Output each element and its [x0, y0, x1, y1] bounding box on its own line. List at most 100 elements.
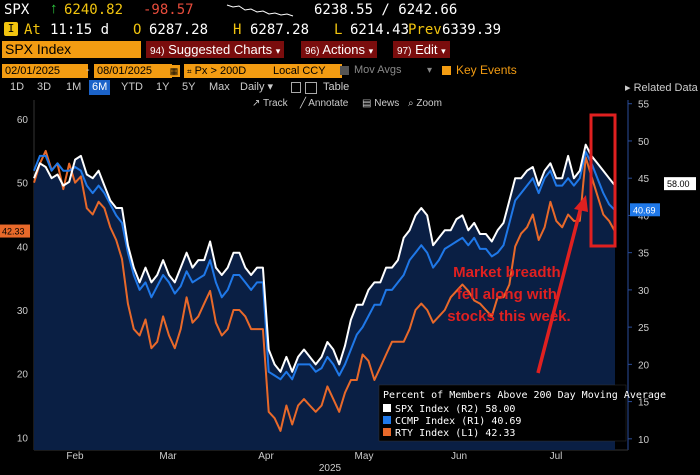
edit-menu[interactable]: 97) Edit ▾	[393, 41, 450, 58]
right-tick-label: 30	[638, 286, 650, 297]
open-value: 6287.28	[149, 22, 209, 38]
highlight-box	[589, 113, 617, 248]
current-label-spx-bg	[664, 177, 696, 191]
bid-ask: 6238.55 / 6242.66	[314, 2, 458, 18]
related-data-link[interactable]: ▸ Related Data	[625, 82, 698, 94]
mov-avgs-checkbox[interactable]	[340, 66, 349, 75]
security-input[interactable]: SPX Index	[2, 41, 141, 58]
chart-area: ↗ Track ╱ Annotate ▤ News ⌕ Zoom 10 20 30 4…	[0, 96, 696, 474]
right-tick-label: 55	[638, 100, 650, 111]
annotation-arrow	[536, 202, 584, 374]
right-tick-label: 10	[638, 435, 650, 446]
legend-swatch-ccmp	[383, 416, 391, 424]
right-tick-label: 45	[638, 174, 650, 185]
legend-item-spx: SPX Index (R2) 58.00	[395, 404, 515, 415]
table-button[interactable]: Table	[323, 81, 350, 93]
legend-item-rty: RTY Index (L1) 42.33	[395, 428, 515, 439]
right-tick-label: 35	[638, 249, 650, 260]
left-tick-label: 20	[17, 370, 29, 381]
tool-annotate[interactable]: ╱ Annotate	[299, 96, 349, 109]
range-1m[interactable]: 1M	[66, 81, 82, 93]
right-tick-label: 50	[638, 137, 650, 148]
tool-zoom[interactable]: ⌕ Zoom	[408, 98, 442, 109]
price-change: -98.57	[143, 2, 194, 18]
date-separator: -	[86, 64, 90, 76]
current-label-ccmp-bg	[630, 203, 660, 217]
key-events-checkbox[interactable]	[442, 66, 451, 75]
current-label-rty-bg	[0, 224, 30, 238]
plot-layer: 10 20 30 40 50 60 10 15 20 25 30 35 40 45 50 55 Feb Mar Ap…	[0, 100, 696, 462]
currency-selector[interactable]: Local CCY	[270, 64, 342, 78]
x-tick-label: May	[355, 451, 374, 462]
legend-swatch-spx	[383, 404, 391, 412]
chart-tools: ↗ Track ╱ Annotate ▤ News ⌕ Zoom	[252, 96, 442, 109]
tool-track[interactable]: ↗ Track	[252, 98, 289, 109]
field-selector[interactable]: ⌗ Px > 200D	[184, 64, 270, 78]
range-max[interactable]: Max	[209, 81, 230, 93]
mov-avgs-label: Mov Avgs	[354, 64, 402, 76]
table-icon[interactable]	[305, 82, 317, 94]
x-tick-label: Jul	[550, 451, 563, 462]
info-badge-icon[interactable]: I	[4, 22, 18, 36]
quote-time: 11:15 d	[50, 22, 110, 38]
candlestick-icon[interactable]	[291, 82, 301, 93]
left-tick-label: 30	[17, 306, 29, 317]
prev-value: 6339.39	[442, 22, 502, 38]
x-tick-label: Jun	[451, 451, 467, 462]
left-tick-label: 50	[17, 179, 29, 190]
range-3d[interactable]: 3D	[37, 81, 52, 93]
range-5y[interactable]: 5Y	[182, 81, 196, 93]
x-tick-label: Apr	[258, 451, 274, 462]
open-label: O	[133, 22, 142, 38]
at-label: At	[24, 22, 41, 38]
right-tick-label: 15	[638, 398, 650, 409]
low-label: L	[334, 22, 343, 38]
right-tick-label: 25	[638, 323, 650, 334]
calendar-icon[interactable]: ▦	[168, 65, 180, 77]
right-tick-label: 20	[638, 360, 650, 371]
low-value: 6214.43	[350, 22, 410, 38]
frequency-selector[interactable]: Daily ▾	[240, 81, 274, 93]
range-ytd[interactable]: YTD	[121, 81, 143, 93]
ticker-label[interactable]: SPX	[4, 2, 30, 18]
start-date-input[interactable]: 02/01/2025	[2, 64, 88, 78]
legend-title: Percent of Members Above 200 Day Moving …	[383, 390, 666, 401]
key-events-label: Key Events	[456, 63, 517, 77]
current-label-spx: 58.00	[667, 179, 690, 189]
quote-header: SPX ↑ 6240.82 -98.57 6238.55 / 6242.66	[0, 0, 700, 20]
annotation-text: Market breadth fell along with stocks th…	[447, 264, 570, 325]
x-axis-year: 2025	[319, 463, 342, 474]
end-date-input[interactable]: 08/01/2025	[94, 64, 172, 78]
quote-details: I At 11:15 d O 6287.28 H 6287.28 L 6214.…	[0, 20, 700, 40]
x-tick-label: Feb	[66, 451, 84, 462]
high-label: H	[233, 22, 242, 38]
actions-menu[interactable]: 96) Actions ▾	[301, 41, 378, 58]
range-1d[interactable]: 1D	[10, 81, 25, 93]
mov-avgs-dropdown-icon[interactable]: ▾	[427, 65, 433, 76]
right-tick-label: 40	[638, 211, 650, 222]
series-line-ccmp	[33, 151, 616, 381]
series-line-spx	[33, 143, 616, 373]
menu-bar: SPX Index 94) Suggested Charts ▾ 96) Act…	[0, 40, 700, 59]
sparkline-icon	[226, 4, 294, 17]
left-tick-label: 10	[17, 433, 29, 444]
left-tick-label: 60	[17, 115, 29, 126]
range-bar: 1D 3D 1M 6M YTD 1Y 5Y Max Daily ▾ Table …	[0, 80, 700, 95]
high-value: 6287.28	[250, 22, 310, 38]
legend: Percent of Members Above 200 Day Moving …	[378, 384, 666, 442]
spx-area-fill	[34, 144, 615, 450]
left-tick-label: 40	[17, 242, 29, 253]
suggested-charts-menu[interactable]: 94) Suggested Charts ▾	[146, 41, 285, 58]
range-1y[interactable]: 1Y	[156, 81, 170, 93]
series-line-rty	[33, 149, 616, 432]
prev-label: Prev	[408, 22, 442, 38]
legend-swatch-rty	[383, 428, 391, 436]
current-label-ccmp: 40.69	[633, 205, 656, 215]
x-tick-label: Mar	[159, 451, 177, 462]
tool-news[interactable]: ▤ News	[362, 98, 399, 109]
legend-item-ccmp: CCMP Index (R1) 40.69	[395, 416, 521, 427]
annotation-arrowhead	[574, 195, 588, 212]
range-6m[interactable]: 6M	[89, 80, 111, 95]
up-arrow-icon: ↑	[50, 0, 58, 17]
last-price: 6240.82	[64, 2, 124, 18]
